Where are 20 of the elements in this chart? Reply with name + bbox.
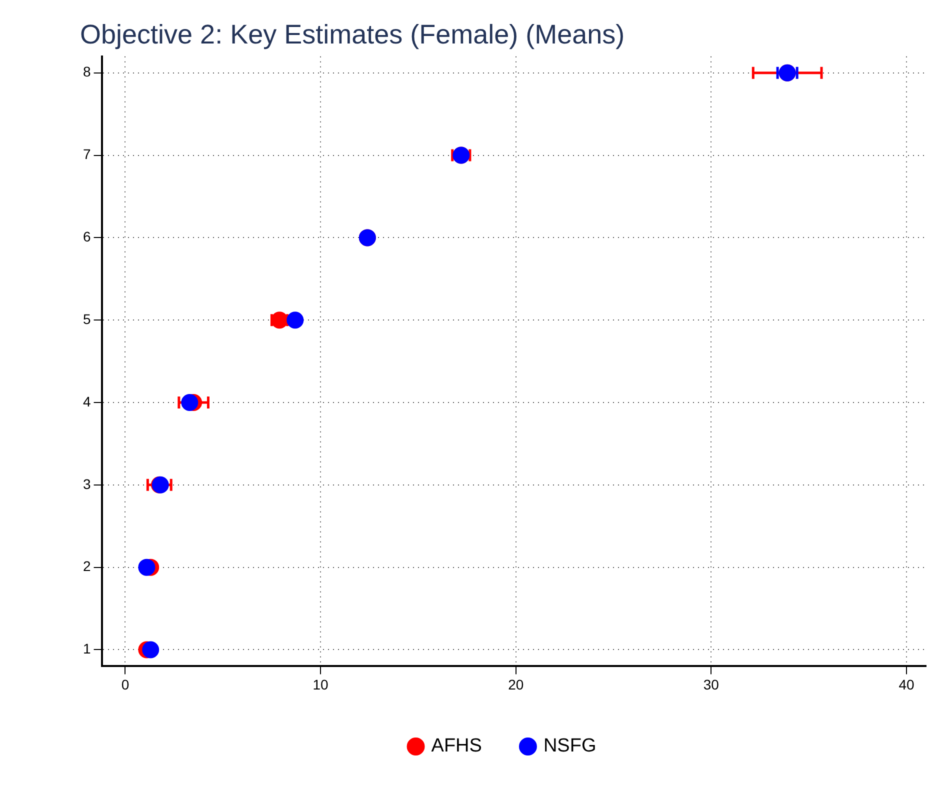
x-tick-label: 20 xyxy=(508,676,524,692)
y-tick-label: 1 xyxy=(82,640,91,657)
y-tick-label: 8 xyxy=(82,64,91,80)
legend-label: AFHS xyxy=(431,736,482,757)
x-tick-label: 40 xyxy=(898,676,914,692)
y-tick-label: 6 xyxy=(82,228,91,245)
point xyxy=(181,394,198,412)
point xyxy=(138,558,156,576)
point xyxy=(286,312,304,329)
y-tick-label: 4 xyxy=(82,393,91,410)
legend-label: NSFG xyxy=(543,736,596,757)
y-tick-label: 7 xyxy=(82,146,91,162)
point xyxy=(142,641,160,658)
y-tick-label: 2 xyxy=(82,558,91,574)
x-tick-label: 0 xyxy=(121,676,130,692)
chart-title: Objective 2: Key Estimates (Female) (Means) xyxy=(80,20,625,50)
x-tick-label: 10 xyxy=(312,676,329,692)
y-tick-label: 3 xyxy=(82,476,91,492)
x-tick-label: 30 xyxy=(703,676,720,692)
y-tick-label: 5 xyxy=(82,310,91,327)
